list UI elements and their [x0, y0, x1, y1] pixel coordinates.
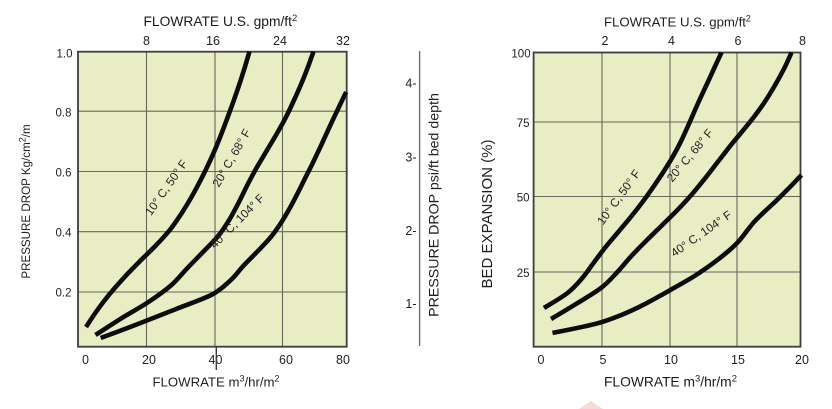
svg-text:10: 10 [664, 353, 678, 367]
svg-text:4: 4 [668, 34, 675, 48]
svg-text:32: 32 [336, 34, 350, 48]
svg-text:0: 0 [82, 353, 89, 367]
svg-text:PRESSURE DROP Kg/cm2/m: PRESSURE DROP Kg/cm2/m [18, 124, 34, 278]
svg-text:20: 20 [795, 353, 809, 367]
svg-text:PRESSURE DROP psi/ft bed depth: PRESSURE DROP psi/ft bed depth [427, 93, 443, 317]
svg-text:8: 8 [799, 34, 806, 48]
svg-text:2-: 2- [405, 224, 416, 238]
svg-text:15: 15 [731, 353, 745, 367]
svg-text:100: 100 [511, 48, 530, 60]
svg-text:40: 40 [209, 353, 223, 367]
svg-text:2: 2 [602, 34, 609, 48]
svg-text:0.4: 0.4 [56, 228, 73, 240]
svg-text:FLOWRATE U.S. gpm/ft2: FLOWRATE U.S. gpm/ft2 [604, 14, 751, 30]
svg-text:0: 0 [538, 353, 545, 367]
svg-text:75: 75 [517, 118, 530, 130]
svg-text:16: 16 [206, 34, 220, 48]
svg-text:50: 50 [517, 193, 530, 205]
svg-text:6: 6 [735, 34, 742, 48]
svg-text:0.6: 0.6 [56, 167, 72, 179]
svg-text:20: 20 [142, 353, 156, 367]
svg-text:FLOWRATE m3/hr/m2: FLOWRATE m3/hr/m2 [604, 374, 737, 390]
svg-text:4-: 4- [405, 76, 416, 90]
svg-text:FLOWRATE m3/hr/m2: FLOWRATE m3/hr/m2 [153, 374, 280, 390]
svg-text:BED EXPANSION (%): BED EXPANSION (%) [479, 140, 496, 289]
svg-text:1-: 1- [405, 297, 416, 311]
svg-text:60: 60 [279, 353, 293, 367]
svg-text:FLOWRATE U.S. gpm/ft2: FLOWRATE U.S. gpm/ft2 [144, 13, 298, 29]
svg-text:3-: 3- [405, 150, 416, 164]
svg-text:1.0: 1.0 [57, 49, 73, 61]
svg-text:24: 24 [273, 34, 287, 48]
svg-text:0.2: 0.2 [56, 288, 72, 300]
svg-text:8: 8 [143, 34, 150, 48]
svg-text:5: 5 [600, 353, 607, 367]
svg-text:0.8: 0.8 [56, 108, 72, 120]
svg-text:80: 80 [336, 353, 350, 367]
svg-text:25: 25 [517, 268, 530, 280]
